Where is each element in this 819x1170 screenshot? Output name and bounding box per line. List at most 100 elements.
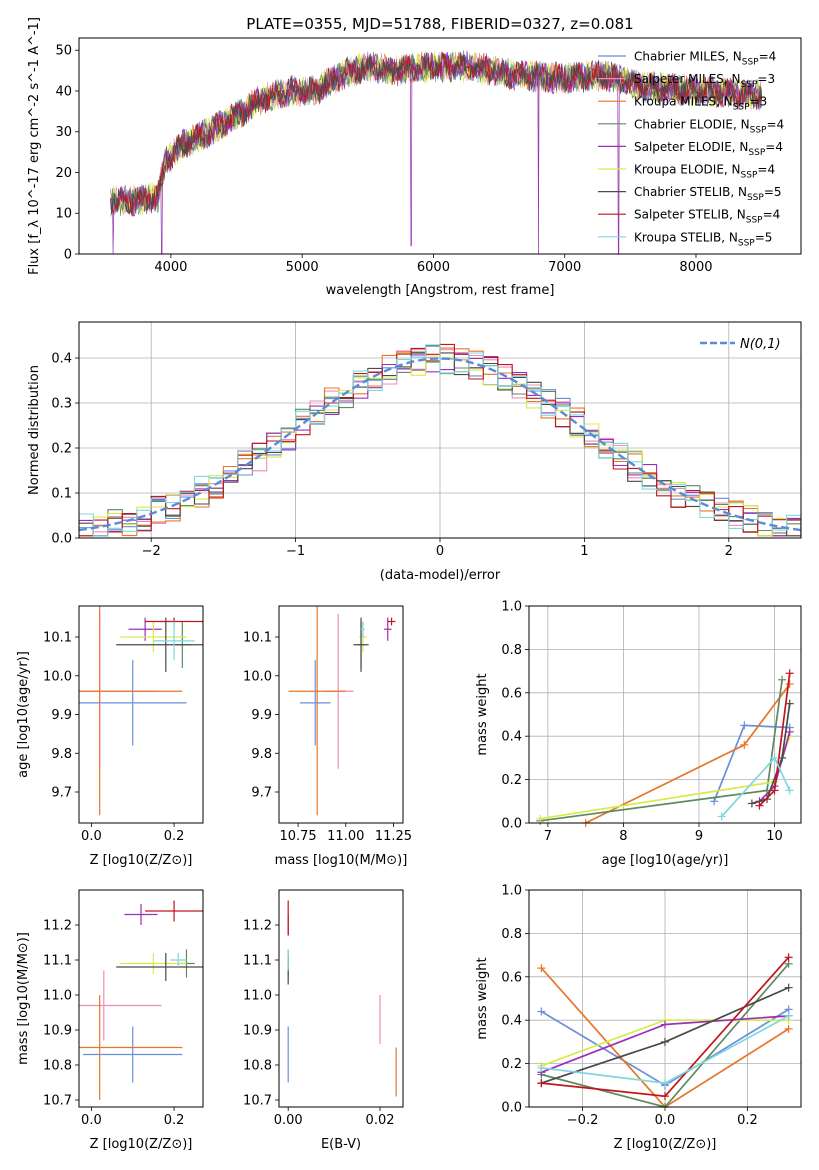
spectrum-line — [110, 51, 762, 215]
x-tick-label: 5000 — [286, 260, 319, 275]
normal-reference-curve — [79, 357, 801, 532]
weight-line — [541, 963, 790, 1107]
x-tick-label: 7000 — [548, 260, 581, 275]
y-tick-label: 10.0 — [243, 669, 272, 684]
y-tick-label: 11.1 — [43, 954, 72, 969]
y-tick-label: 0.0 — [501, 1101, 522, 1116]
x-tick-label: 0.2 — [164, 1113, 185, 1128]
x-tick-label: 0.0 — [81, 829, 102, 844]
axes-frame — [528, 889, 802, 1108]
y-tick-label: 40 — [55, 84, 72, 99]
y-tick-label: 0.6 — [501, 686, 522, 701]
y-tick-label: 10 — [55, 207, 72, 222]
mass_vs_ebv-panel: 0.00 0.02 10.7 10.8 10.9 11.0 11.1 11.2 E(B-V) — [243, 889, 404, 1152]
axes-frame — [528, 605, 802, 824]
x-axis-label: (data-model)/error — [380, 568, 501, 583]
legend-subscript: SSP — [738, 238, 755, 248]
x-axis-label: Z [log10(Z/Z⊙)] — [614, 1137, 717, 1152]
y-tick-label: 0.1 — [51, 487, 72, 502]
x-axis-label: E(B-V) — [321, 1137, 361, 1152]
x-tick-label: 1 — [580, 544, 588, 559]
legend-label: Kroupa ELODIE, NSSP=4 — [634, 163, 775, 181]
x-tick-label: 0 — [436, 544, 444, 559]
y-tick-label: 0.4 — [51, 352, 72, 367]
legend-value: =3 — [750, 95, 768, 109]
axes-frame — [78, 605, 204, 824]
x-tick-label: 8000 — [679, 260, 712, 275]
axes-frame — [78, 889, 204, 1108]
y-tick-label: 9.9 — [251, 708, 272, 723]
x-tick-label: 8 — [619, 829, 627, 844]
y-tick-label: 0.4 — [501, 730, 522, 745]
x-tick-label: −1 — [286, 544, 305, 559]
x-tick-label: −0.2 — [567, 1113, 599, 1128]
x-tick-label: 0.00 — [274, 1113, 303, 1128]
y-tick-label: 9.8 — [51, 747, 72, 762]
spectrum-line — [110, 52, 762, 217]
y-tick-label: 9.9 — [51, 708, 72, 723]
axes-frame — [278, 605, 404, 824]
y-tick-label: 1.0 — [501, 884, 522, 899]
legend-label: Salpeter ELODIE, NSSP=4 — [634, 140, 783, 158]
legend-value: =5 — [764, 185, 782, 199]
y-tick-label: 1.0 — [501, 600, 522, 615]
y-tick-label: 9.8 — [251, 747, 272, 762]
y-tick-label: 50 — [55, 44, 72, 59]
x-tick-label: 11.25 — [375, 829, 412, 844]
spectrum-panel: 4000 5000 6000 7000 8000 0 10 20 30 40 50 wavelengt… — [27, 17, 802, 298]
y-tick-label: 10.8 — [43, 1059, 72, 1074]
legend-subscript: SSP — [746, 216, 763, 226]
x-axis-label: Z [log10(Z/Z⊙)] — [90, 853, 193, 868]
y-axis-label: Flux [f_λ 10^-17 erg cm^-2 s^-1 A^-1] — [27, 17, 42, 275]
x-tick-label: 2 — [725, 544, 733, 559]
x-tick-label: 10.75 — [279, 829, 316, 844]
x-axis-label: mass [log10(M/M⊙)] — [275, 853, 408, 868]
legend-subscript: SSP — [733, 103, 750, 113]
weight-line — [540, 967, 790, 1107]
legend-value: =4 — [757, 163, 775, 177]
y-tick-label: 0.2 — [501, 1057, 522, 1072]
y-axis-label: mass weight — [475, 957, 490, 1039]
y-tick-label: 0.8 — [501, 643, 522, 658]
y-tick-label: 0.2 — [51, 442, 72, 457]
age_vs_mass-panel: 10.75 11.00 11.25 9.7 9.8 9.9 10.0 10.1 mass [lo… — [243, 605, 412, 868]
x-tick-label: 9 — [695, 829, 703, 844]
legend-value: =4 — [765, 140, 783, 154]
x-tick-label: 0.0 — [655, 1113, 676, 1128]
x-tick-label: 0.0 — [81, 1113, 102, 1128]
y-tick-label: 11.1 — [243, 954, 272, 969]
legend-value: =4 — [766, 117, 784, 131]
legend-subscript: SSP — [742, 58, 759, 68]
y-tick-label: 11.2 — [43, 919, 72, 934]
y-axis-label: mass [log10(M/M⊙)] — [16, 932, 31, 1065]
x-tick-label: 6000 — [417, 260, 450, 275]
weight-line — [751, 703, 791, 805]
y-tick-label: 9.7 — [251, 786, 272, 801]
weight_vs_Z-panel: −0.2 0.0 0.2 0.0 0.2 0.4 0.6 0.8 1.0 Z [log10(Z/Z… — [475, 884, 802, 1152]
y-tick-label: 0.8 — [501, 927, 522, 942]
legend-label: Kroupa STELIB, NSSP=5 — [634, 230, 772, 248]
legend-subscript: SSP — [748, 148, 765, 158]
histogram-series — [79, 344, 801, 537]
axes-frame — [78, 37, 802, 255]
x-axis-label: age [log10(age/yr)] — [602, 853, 729, 868]
x-tick-label: 11.00 — [327, 829, 364, 844]
axes-frame — [78, 321, 802, 539]
y-axis-label: Normed distribution — [27, 365, 42, 495]
x-tick-label: 7 — [544, 829, 552, 844]
y-tick-label: 0.6 — [501, 970, 522, 985]
legend-value: =5 — [755, 230, 773, 244]
residuals-panel: −2 −1 0 1 2 0.0 0.1 0.2 0.3 0.4 (data-model)/error… — [27, 321, 802, 583]
legend-subscript: SSP — [741, 171, 758, 181]
y-tick-label: 10.9 — [43, 1024, 72, 1039]
y-tick-label: 9.7 — [51, 786, 72, 801]
x-axis-label: Z [log10(Z/Z⊙)] — [90, 1137, 193, 1152]
y-tick-label: 11.0 — [43, 989, 72, 1004]
y-tick-label: 0.3 — [51, 397, 72, 412]
y-tick-label: 0.2 — [501, 773, 522, 788]
weight-line — [721, 756, 791, 818]
legend-value: =4 — [759, 50, 777, 64]
legend-label: Salpeter MILES, NSSP=3 — [634, 72, 775, 90]
legend-subscript: SSP — [741, 80, 758, 90]
